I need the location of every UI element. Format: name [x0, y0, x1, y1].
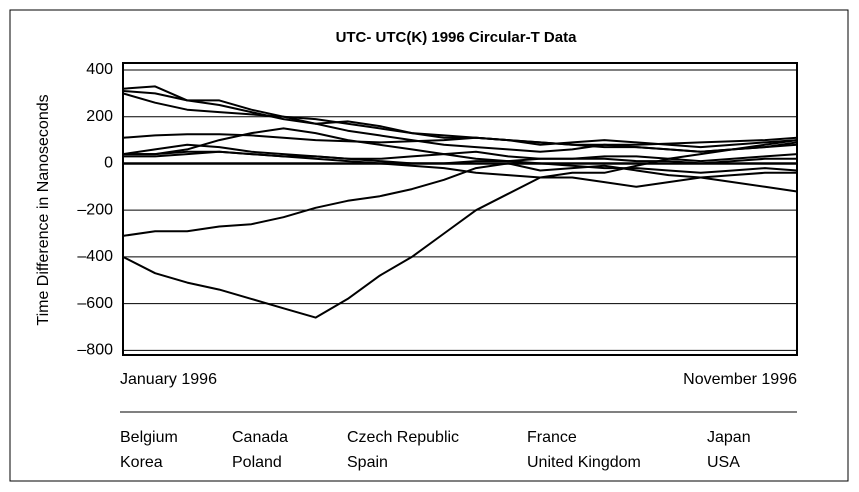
series-line — [123, 127, 798, 174]
plot-frame — [122, 62, 798, 356]
y-tick-label: 200 — [86, 108, 113, 125]
series-line — [122, 162, 798, 237]
legend-entry: France — [527, 429, 577, 446]
legend-entry: Japan — [707, 429, 751, 446]
legend-entry: Korea — [120, 454, 163, 471]
legend-entry: United Kingdom — [527, 454, 641, 471]
x-axis-end-label: November 1996 — [683, 371, 797, 388]
series-line — [122, 133, 798, 146]
legend-entry: Spain — [347, 454, 388, 471]
y-tick-label: –200 — [77, 201, 113, 218]
series-line — [122, 85, 798, 149]
series-line — [122, 139, 798, 319]
legend-entry: USA — [707, 454, 740, 471]
chart-title: UTC- UTC(K) 1996 Circular-T Data — [336, 29, 578, 46]
legend-entry: Belgium — [120, 429, 178, 446]
y-axis-label: Time Difference in Nanoseconds — [35, 94, 52, 325]
y-tick-label: –400 — [77, 248, 113, 265]
legend-entry: Canada — [232, 429, 288, 446]
y-tick-label: 0 — [104, 155, 113, 172]
legend-entry: Poland — [232, 454, 282, 471]
legend-entry: Czech Republic — [347, 429, 459, 446]
y-tick-label: –800 — [77, 342, 113, 359]
y-tick-label: –600 — [77, 295, 113, 312]
series-line — [122, 143, 798, 163]
x-axis-start-label: January 1996 — [120, 371, 217, 388]
series-line — [123, 150, 797, 165]
series-line — [122, 92, 798, 153]
y-tick-label: 400 — [86, 61, 113, 78]
